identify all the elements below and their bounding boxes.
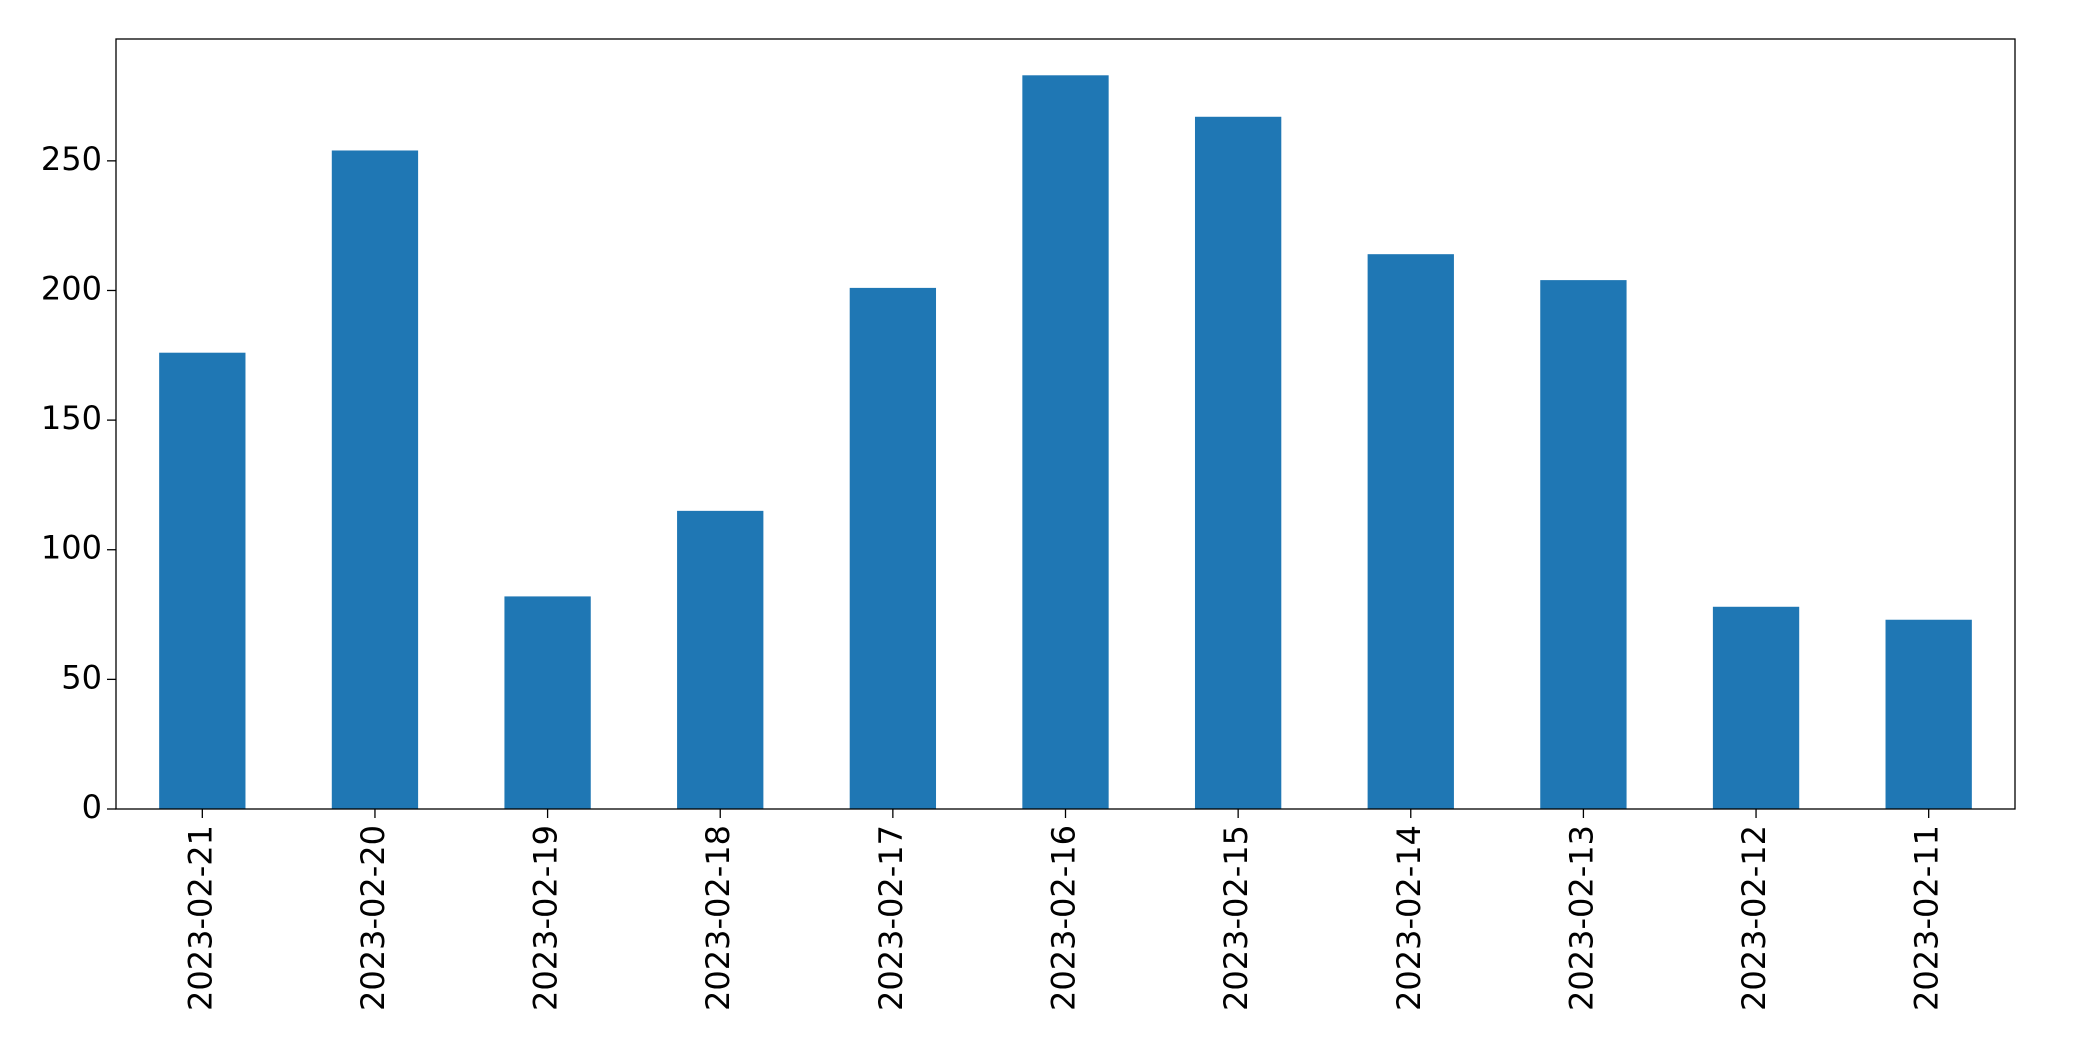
bar [849, 287, 937, 809]
x-tick-label: 2023-02-21 [181, 825, 219, 1011]
x-tick-label: 2023-02-15 [1217, 825, 1255, 1011]
x-tick-label: 2023-02-19 [527, 825, 565, 1011]
x-tick-label: 2023-02-18 [699, 825, 737, 1011]
bar [1194, 116, 1282, 810]
plot-frame [115, 38, 2016, 810]
x-tick-label: 2023-02-14 [1390, 825, 1428, 1011]
bar [1022, 75, 1109, 810]
y-tick-label: 200 [41, 269, 102, 307]
bar [1712, 606, 1800, 809]
bar [1540, 280, 1627, 810]
y-tick-label: 50 [61, 658, 102, 696]
x-tick-label: 2023-02-11 [1908, 825, 1946, 1011]
bar [159, 352, 246, 809]
bar [677, 510, 764, 809]
y-tick-label: 0 [82, 788, 102, 826]
bar [331, 150, 419, 810]
y-tick-label: 250 [41, 140, 102, 178]
bar [1885, 619, 1972, 809]
x-tick-label: 2023-02-17 [872, 825, 910, 1011]
x-tick-label: 2023-02-20 [354, 825, 392, 1011]
bar [1367, 254, 1454, 809]
y-tick-label: 100 [41, 529, 102, 567]
y-tick-label: 150 [41, 399, 102, 437]
x-tick-label: 2023-02-16 [1045, 825, 1083, 1011]
bar [504, 596, 591, 809]
x-tick-label: 2023-02-13 [1562, 825, 1600, 1011]
x-tick-label: 2023-02-12 [1735, 825, 1773, 1011]
